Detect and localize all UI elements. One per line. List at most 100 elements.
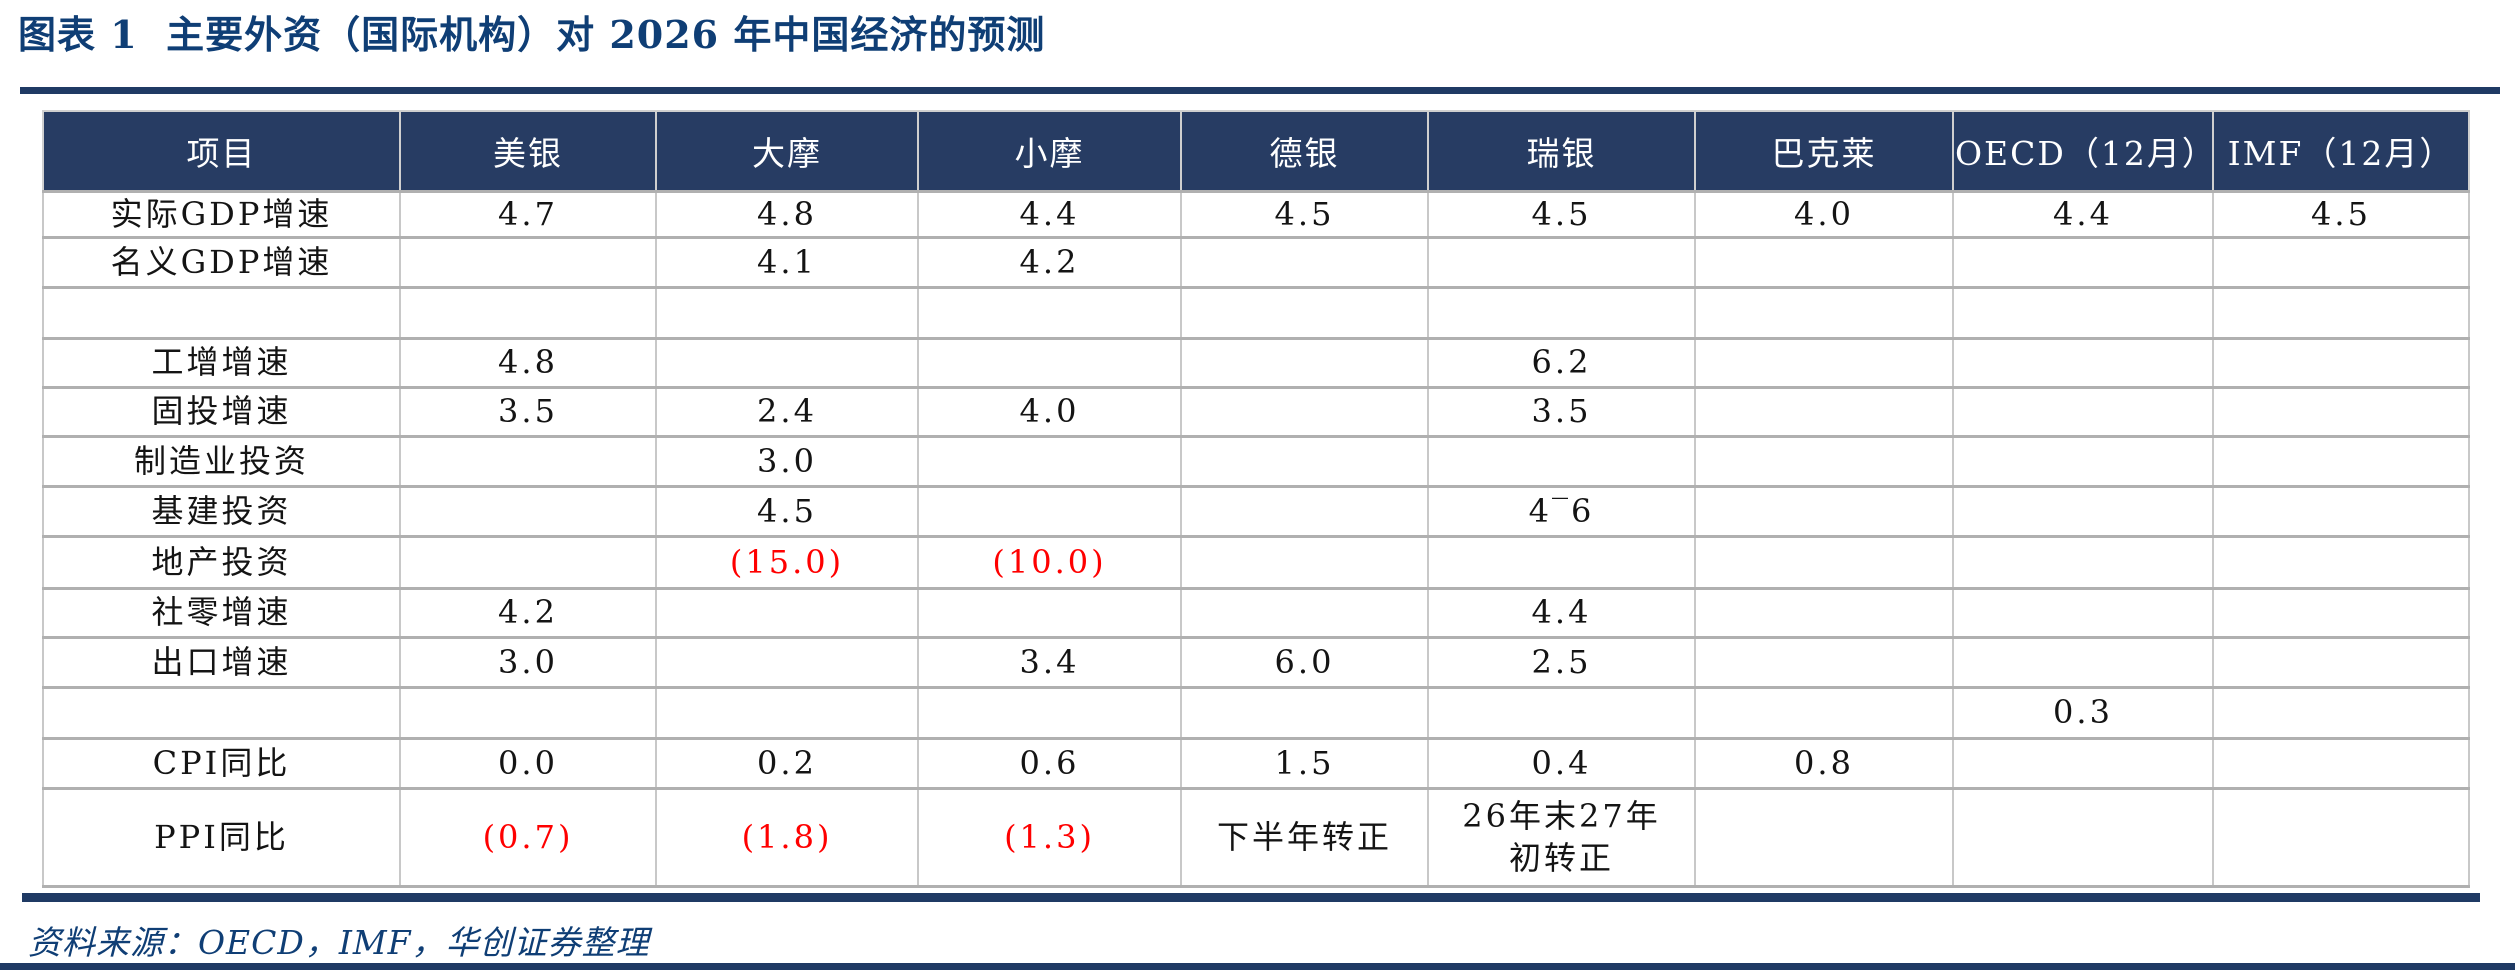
value-cell: 4.4 [1952, 190, 2214, 239]
value-cell: 0.6 [917, 737, 1182, 790]
value-cell [1694, 337, 1954, 389]
value-cell: 0.3 [1952, 686, 2214, 740]
value-cell [2212, 636, 2470, 689]
header-row: 项目 美银 大摩 小摩 德银 瑞银 巴克莱 OECD（12月） IMF（12月） [42, 110, 2470, 193]
value-cell: 0.8 [1694, 737, 1954, 790]
value-cell [917, 337, 1182, 389]
value-cell [917, 435, 1182, 488]
value-cell [1952, 787, 2214, 888]
value-cell [399, 686, 657, 740]
value-cell [1427, 535, 1696, 590]
value-cell: 3.5 [399, 386, 657, 438]
row-label: CPI同比 [42, 737, 401, 790]
table-row [42, 286, 2470, 340]
value-cell [655, 286, 919, 340]
value-cell: 4‾6 [1427, 485, 1696, 538]
column-header: 小摩 [917, 110, 1182, 193]
value-cell [399, 535, 657, 590]
value-cell [1427, 435, 1696, 488]
value-cell [1180, 386, 1429, 438]
value-cell [655, 337, 919, 389]
value-cell: (1.3) [917, 787, 1182, 888]
value-cell [1952, 435, 2214, 488]
value-cell [655, 636, 919, 689]
forecast-table: 项目 美银 大摩 小摩 德银 瑞银 巴克莱 OECD（12月） IMF（12月） 实际GDP增速… [42, 110, 2470, 888]
row-label: 基建投资 [42, 485, 401, 538]
value-cell [1952, 236, 2214, 289]
value-cell [2212, 587, 2470, 639]
value-cell [1694, 535, 1954, 590]
table-row: 出口增速 3.0 3.4 6.0 2.5 [42, 636, 2470, 689]
value-cell [399, 485, 657, 538]
title-rule [20, 87, 2500, 94]
value-cell [1952, 636, 2214, 689]
table-row: 名义GDP增速 4.1 4.2 [42, 236, 2470, 289]
value-cell [917, 485, 1182, 538]
value-cell [917, 686, 1182, 740]
value-cell: (1.8) [655, 787, 919, 888]
value-cell [2212, 737, 2470, 790]
column-header: 德银 [1180, 110, 1429, 193]
value-cell: (15.0) [655, 535, 919, 590]
column-header: 大摩 [655, 110, 919, 193]
value-cell [1180, 435, 1429, 488]
value-cell [1180, 286, 1429, 340]
value-cell: 0.0 [399, 737, 657, 790]
value-cell [1694, 435, 1954, 488]
value-cell [2212, 485, 2470, 538]
value-cell [1427, 236, 1696, 289]
value-cell [1180, 535, 1429, 590]
table-row: PPI同比 (0.7) (1.8) (1.3) 下半年转正 26年末27年初转正 [42, 787, 2470, 888]
value-cell [655, 686, 919, 740]
value-cell [2212, 337, 2470, 389]
value-cell [917, 286, 1182, 340]
table-row: 固投增速 3.5 2.4 4.0 3.5 [42, 386, 2470, 438]
value-cell: 2.4 [655, 386, 919, 438]
value-cell: 4.5 [1427, 190, 1696, 239]
value-cell [1180, 485, 1429, 538]
table-body: 实际GDP增速 4.7 4.8 4.4 4.5 4.5 4.0 4.4 4.5 名义GDP增速 4.… [42, 190, 2470, 888]
table-row: 实际GDP增速 4.7 4.8 4.4 4.5 4.5 4.0 4.4 4.5 [42, 190, 2470, 239]
table-row: 工增增速 4.8 6.2 [42, 337, 2470, 389]
row-label: 工增增速 [42, 337, 401, 389]
value-cell [2212, 535, 2470, 590]
value-cell [2212, 787, 2470, 888]
row-label: 制造业投资 [42, 435, 401, 488]
value-cell: 4.0 [917, 386, 1182, 438]
value-cell [1694, 686, 1954, 740]
table-row: 制造业投资 3.0 [42, 435, 2470, 488]
table-row: 社零增速 4.2 4.4 [42, 587, 2470, 639]
row-label: 实际GDP增速 [42, 190, 401, 239]
value-cell [399, 435, 657, 488]
column-header: OECD（12月） [1952, 110, 2215, 193]
row-label [42, 686, 401, 740]
value-cell [1180, 337, 1429, 389]
value-cell [1180, 236, 1429, 289]
value-cell [1694, 587, 1954, 639]
value-cell [1180, 686, 1429, 740]
value-cell [1952, 737, 2214, 790]
value-cell: 4.5 [655, 485, 919, 538]
value-cell [2212, 386, 2470, 438]
value-cell [1694, 386, 1954, 438]
value-cell [1952, 587, 2214, 639]
value-cell [2212, 686, 2470, 740]
value-cell: 4.5 [1180, 190, 1429, 239]
value-cell: 4.5 [2212, 190, 2470, 239]
value-cell [1952, 286, 2214, 340]
value-cell: (10.0) [917, 535, 1182, 590]
page-bottom-rule [0, 963, 2515, 970]
value-cell [2212, 435, 2470, 488]
value-cell: 6.2 [1427, 337, 1696, 389]
value-cell [1694, 286, 1954, 340]
column-header: IMF（12月） [2212, 110, 2470, 193]
value-cell [1694, 787, 1954, 888]
value-cell [1952, 386, 2214, 438]
row-label: 社零增速 [42, 587, 401, 639]
value-cell [2212, 286, 2470, 340]
value-cell: 3.5 [1427, 386, 1696, 438]
value-cell: 4.8 [655, 190, 919, 239]
value-cell [1694, 236, 1954, 289]
value-cell [1952, 485, 2214, 538]
table-row: 基建投资 4.5 4‾6 [42, 485, 2470, 538]
